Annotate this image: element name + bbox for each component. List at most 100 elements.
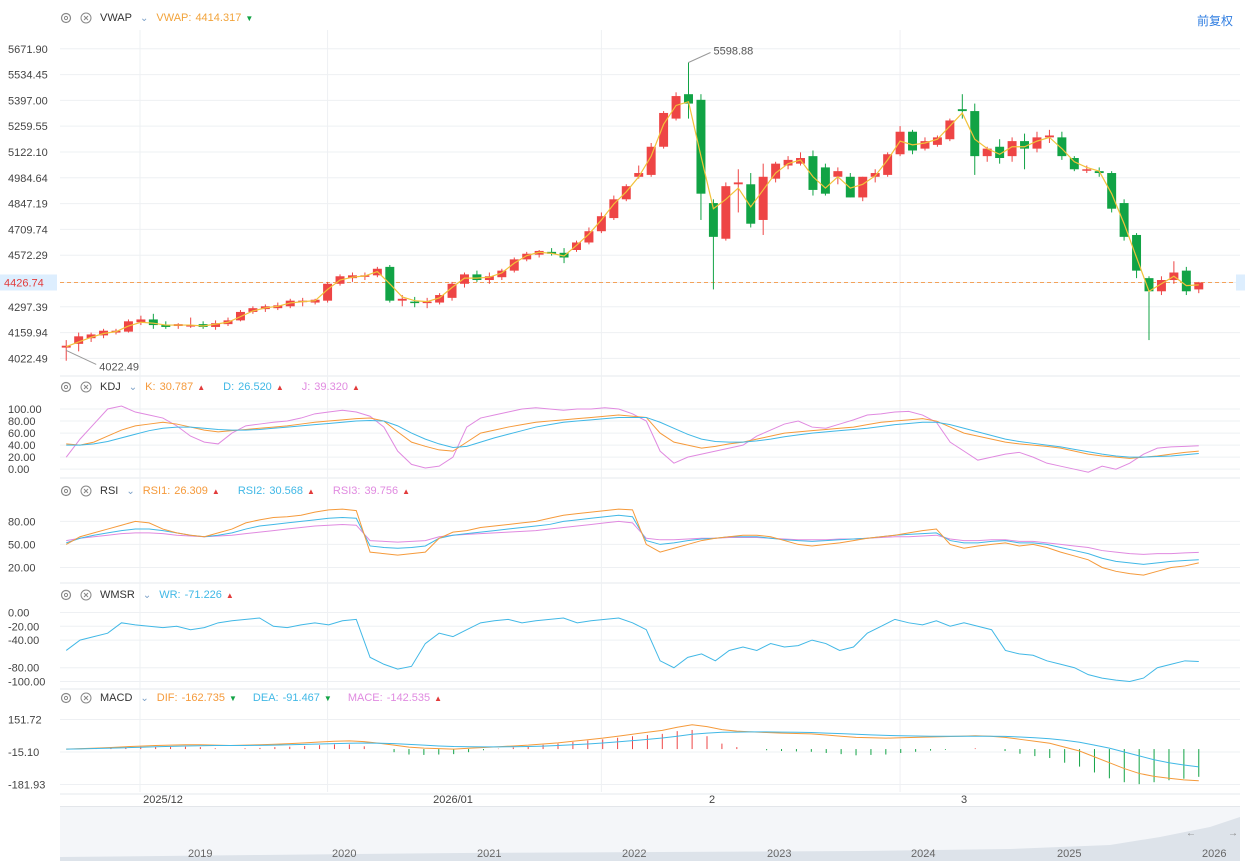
candle-body (186, 325, 196, 327)
chevron-left-icon[interactable]: ← (1186, 828, 1196, 839)
down-triangle-icon: ▼ (323, 693, 332, 703)
x-axis-label: 3 (961, 794, 967, 806)
rsi3: RSI3: 39.756 ▲ (333, 485, 410, 497)
dea-line (66, 731, 1199, 768)
low-label: 4022.49 (99, 361, 139, 373)
dea-value: -91.467 (282, 692, 320, 704)
time-navigator[interactable]: 2019 2020 2021 2022 2023 2024 2025 2026 (60, 806, 1240, 861)
wr-label: WR: (159, 589, 181, 601)
dea: DEA: -91.467 ▼ (253, 692, 332, 704)
close-icon[interactable] (80, 381, 92, 393)
kdj-header: KDJ ⌄ K: 30.787 ▲ D: 26.520 ▲ J: 39.320 ▲ (60, 379, 360, 395)
dif: DIF: -162.735 ▼ (157, 692, 237, 704)
rsi2: RSI2: 30.568 ▲ (238, 485, 315, 497)
current-price-right-tag (1236, 274, 1245, 291)
wmsr-y-tick: -80.00 (8, 663, 39, 675)
vwap-line (66, 100, 1199, 348)
candle-body (845, 176, 855, 198)
candle-body (161, 325, 171, 327)
candle-body (1020, 141, 1030, 149)
candle-body (808, 156, 818, 190)
candle-body (61, 345, 71, 348)
candle-body (696, 99, 706, 194)
wmsr-y-tick: -40.00 (8, 635, 39, 647)
main-y-tick: 5122.10 (8, 147, 48, 159)
j-label: J: (301, 381, 311, 393)
d-value: 26.520 (238, 381, 272, 393)
close-icon[interactable] (80, 692, 92, 704)
k-value: 30.787 (159, 381, 194, 393)
settings-icon[interactable] (60, 589, 72, 601)
kdj-y-tick: 100.00 (8, 404, 42, 416)
candle-body (1132, 234, 1142, 271)
candle-body (484, 276, 494, 281)
current-price-label: 4426.74 (4, 278, 44, 290)
rsi1-value: 26.309 (174, 485, 208, 497)
candle-body (447, 283, 457, 298)
candle-body (771, 163, 781, 179)
main-y-tick: 5534.45 (8, 70, 48, 82)
candle-body (671, 96, 681, 119)
settings-icon[interactable] (60, 692, 72, 704)
candle-body (659, 112, 669, 147)
candle-body (1057, 137, 1067, 157)
candle-body (1069, 158, 1079, 170)
settings-icon[interactable] (60, 485, 72, 497)
chevron-down-icon[interactable]: ⌄ (128, 381, 138, 393)
navigator-year-label: 2021 (477, 848, 501, 860)
close-icon[interactable] (80, 485, 92, 497)
main-y-tick: 5671.90 (8, 44, 48, 56)
candle-body (460, 274, 469, 284)
candle-body (1144, 278, 1154, 292)
navigator-canvas: 2019 2020 2021 2022 2023 2024 2025 2026 (60, 817, 1240, 861)
main-y-tick: 4022.49 (8, 353, 48, 365)
macd-y-tick: -181.93 (8, 780, 45, 792)
kdj-j-line (65, 405, 1199, 473)
chevron-down-icon[interactable]: ⌄ (126, 485, 135, 497)
candle-body (684, 94, 693, 104)
current-price-tag (0, 274, 57, 291)
chevron-down-icon[interactable]: ⌄ (140, 12, 149, 24)
dea-label: DEA: (252, 692, 279, 704)
chevron-down-icon[interactable]: ⌄ (142, 589, 152, 601)
candle-body (86, 334, 96, 339)
candle-body (397, 298, 407, 301)
restoration-button[interactable]: 前复权 (1196, 14, 1233, 28)
d-label: D: (223, 381, 235, 393)
candle-body (646, 146, 656, 175)
up-triangle-icon: ▲ (211, 486, 220, 496)
x-axis-label: 2025/12 (143, 794, 183, 806)
close-icon[interactable] (80, 589, 92, 601)
k-label: K: (145, 381, 156, 393)
candle-body (1082, 169, 1092, 171)
candle-body (895, 131, 905, 155)
navigator-year-label: 2019 (188, 848, 212, 860)
candle-body (422, 301, 432, 304)
rsi-y-tick: 20.00 (8, 562, 36, 574)
candle-body (920, 141, 930, 149)
candle-body (410, 301, 420, 304)
candle-body (609, 199, 619, 219)
candle-body (1119, 203, 1129, 237)
rsi1-line (65, 508, 1199, 576)
candle-body (758, 176, 768, 220)
candle-body (74, 336, 84, 344)
macd-y-tick: 151.72 (8, 714, 42, 726)
up-triangle-icon: ▲ (402, 486, 411, 496)
rsi2-value: 30.568 (269, 485, 303, 497)
chevron-right-icon[interactable]: → (1228, 828, 1238, 839)
candle-body (621, 186, 631, 200)
up-triangle-icon: ▲ (197, 382, 206, 392)
kdj-y-tick: 60.00 (8, 428, 36, 440)
settings-icon[interactable] (60, 381, 72, 393)
settings-icon[interactable] (60, 12, 72, 24)
chevron-down-icon[interactable]: ⌄ (140, 692, 149, 704)
rsi3-label: RSI3: (332, 485, 361, 497)
close-icon[interactable] (80, 12, 92, 24)
high-pointer (688, 52, 711, 63)
main-y-tick: 5397.00 (8, 95, 48, 107)
dif-line (66, 724, 1199, 782)
candle-body (957, 109, 967, 112)
rsi-header: RSI ⌄ RSI1: 26.309 ▲ RSI2: 30.568 ▲ RSI3: 39.… (60, 483, 410, 499)
